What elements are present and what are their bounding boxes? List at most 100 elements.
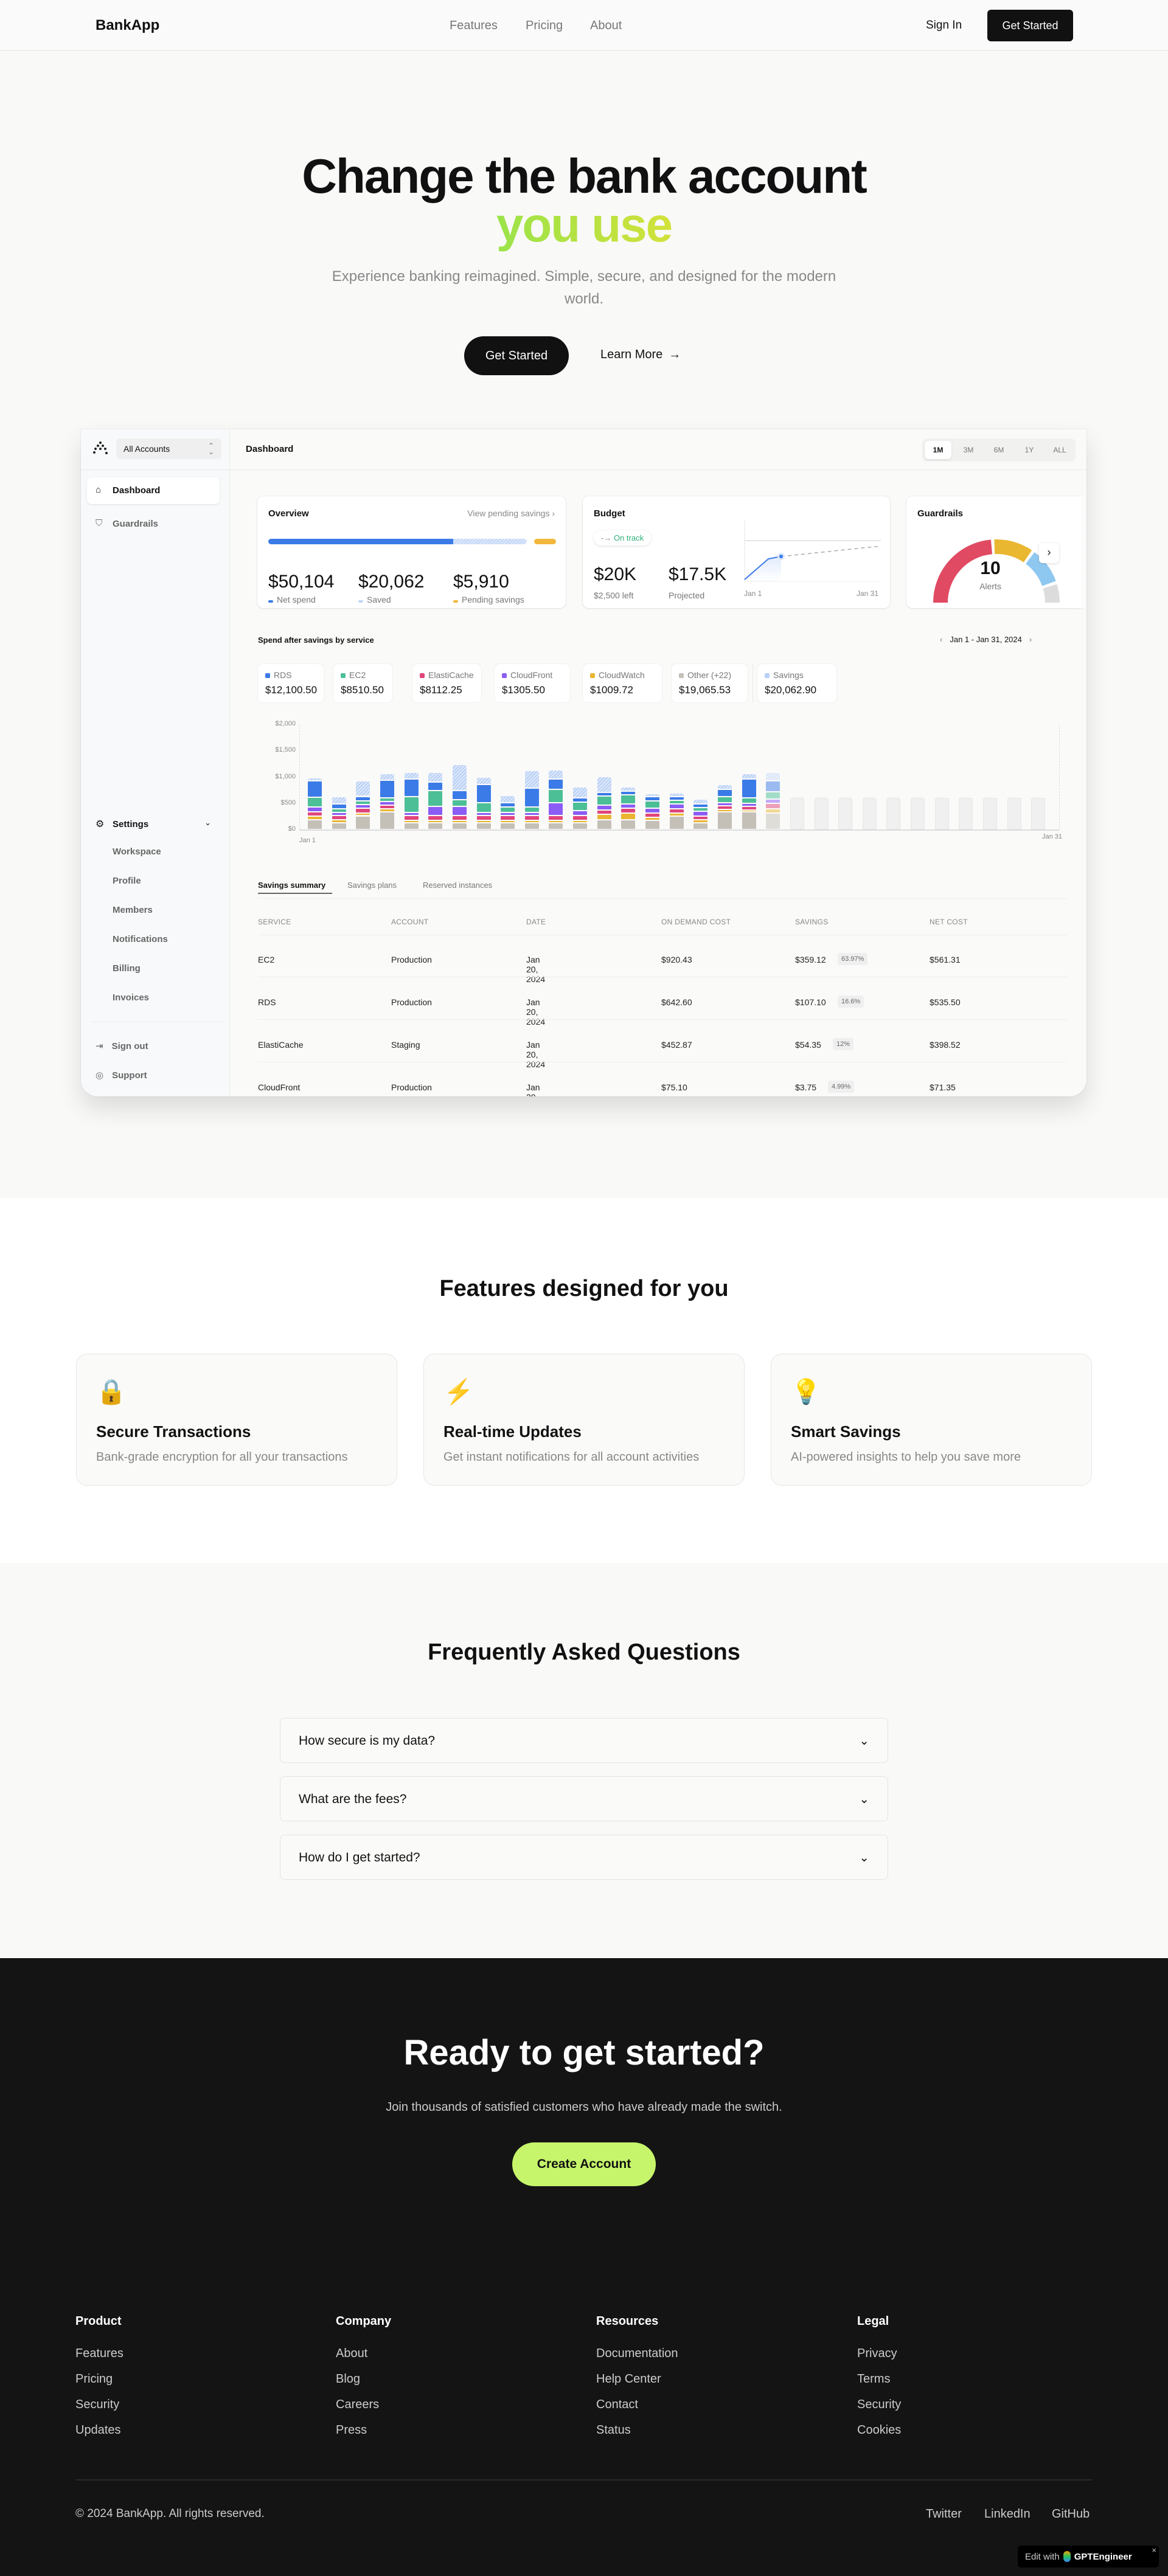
bar-segment-savings bbox=[742, 774, 756, 778]
footer-link[interactable]: Features bbox=[75, 2347, 123, 2360]
range-tab-3m[interactable]: 3M bbox=[963, 446, 974, 454]
legend-item[interactable]: RDS $12,100.50 bbox=[258, 664, 324, 702]
social-github[interactable]: GitHub bbox=[1052, 2507, 1090, 2521]
range-tab-1y[interactable]: 1Y bbox=[1024, 446, 1034, 454]
chevron-down-icon[interactable]: ⌄ bbox=[859, 1851, 869, 1864]
account-select[interactable]: All Accounts ⌃ ⌄ bbox=[116, 438, 221, 459]
bar-segment-rds bbox=[476, 784, 491, 802]
net-spend-value: $50,104 bbox=[268, 572, 335, 592]
bar-segment-rds bbox=[717, 790, 732, 797]
sidebar-item-sign-out[interactable]: ⇥ Sign out bbox=[96, 1040, 148, 1051]
footer-link[interactable]: Press bbox=[336, 2423, 367, 2437]
legend-label: Other (+22) bbox=[687, 670, 731, 680]
bar-segment-savings bbox=[573, 788, 588, 797]
faq-title: Frequently Asked Questions bbox=[428, 1639, 740, 1665]
sidebar-item-guardrails[interactable]: ⛉ Guardrails bbox=[87, 512, 220, 536]
footer-link[interactable]: Status bbox=[596, 2423, 631, 2437]
bar-segment-cloudfront bbox=[645, 809, 660, 813]
tab-savings-plans[interactable]: Savings plans bbox=[347, 881, 397, 890]
bar-segment-cloudwatch bbox=[573, 820, 588, 823]
footer-link[interactable]: Contact bbox=[596, 2398, 638, 2411]
faq-question: What are the fees? bbox=[299, 1792, 407, 1806]
footer-link[interactable]: Cookies bbox=[857, 2423, 902, 2437]
gptengineer-badge[interactable]: Edit with GPTEngineer × bbox=[1018, 2546, 1159, 2567]
nav-link-pricing[interactable]: Pricing bbox=[526, 19, 563, 32]
bar-segment-other bbox=[380, 812, 394, 829]
faq-item[interactable]: How do I get started? ⌄ bbox=[280, 1835, 888, 1880]
empty-day-bar bbox=[983, 798, 998, 829]
bar-segment-elasticache bbox=[308, 812, 322, 816]
nav-get-started-button[interactable]: Get Started bbox=[987, 10, 1073, 41]
legend-item[interactable]: ElastiCache $8112.25 bbox=[412, 664, 481, 702]
hero-get-started-button[interactable]: Get Started bbox=[464, 336, 569, 375]
legend-item[interactable]: Savings $20,062.90 bbox=[757, 664, 836, 702]
table-cell: $107.10 bbox=[795, 997, 826, 1007]
sidebar-item-members[interactable]: Members bbox=[113, 905, 153, 915]
footer-link[interactable]: Security bbox=[75, 2398, 120, 2411]
table-cell: $535.50 bbox=[930, 997, 961, 1007]
carousel-next-button[interactable]: › bbox=[1039, 543, 1059, 563]
projected-line bbox=[780, 545, 881, 557]
sidebar-item-billing[interactable]: Billing bbox=[113, 963, 141, 974]
chevron-down-icon[interactable]: ⌄ bbox=[859, 1793, 869, 1806]
footer-link[interactable]: Privacy bbox=[857, 2347, 897, 2360]
bar-segment-elasticache bbox=[332, 815, 346, 820]
legend-item[interactable]: CloudFront $1305.50 bbox=[495, 664, 570, 702]
legend-item[interactable]: Other (+22) $19,065.53 bbox=[672, 664, 748, 702]
feature-card: 💡 Smart Savings AI-powered insights to hel… bbox=[771, 1354, 1092, 1486]
footer-link[interactable]: About bbox=[336, 2347, 368, 2360]
brand-logo[interactable]: BankApp bbox=[96, 17, 160, 33]
nav-link-about[interactable]: About bbox=[590, 19, 622, 32]
footer-link[interactable]: Pricing bbox=[75, 2372, 113, 2386]
chevron-down-icon[interactable]: ⌄ bbox=[859, 1734, 869, 1748]
legend-item[interactable]: CloudWatch $1009.72 bbox=[583, 664, 662, 702]
bar-segment-ec2 bbox=[332, 809, 346, 812]
saved-segment bbox=[453, 539, 527, 544]
sidebar-item-dashboard[interactable]: ⌂ Dashboard bbox=[87, 477, 220, 504]
create-account-button[interactable]: Create Account bbox=[512, 2142, 656, 2186]
faq-item[interactable]: What are the fees? ⌄ bbox=[280, 1776, 888, 1821]
faq-item[interactable]: How secure is my data? ⌄ bbox=[280, 1718, 888, 1763]
range-tab-6m[interactable]: 6M bbox=[993, 446, 1004, 454]
nav-link-features[interactable]: Features bbox=[450, 19, 498, 32]
learn-more-link[interactable]: Learn More → bbox=[600, 348, 681, 362]
footer-link[interactable]: Security bbox=[857, 2398, 902, 2411]
footer-link[interactable]: Help Center bbox=[596, 2372, 661, 2386]
social-linkedin[interactable]: LinkedIn bbox=[984, 2507, 1031, 2521]
chevron-left-icon[interactable]: ‹ bbox=[940, 635, 943, 644]
footer-link[interactable]: Updates bbox=[75, 2423, 121, 2437]
tab-reserved-instances[interactable]: Reserved instances bbox=[423, 881, 493, 890]
tab-savings-summary[interactable]: Savings summary bbox=[258, 881, 326, 890]
badge-brand: GPTEngineer bbox=[1074, 2551, 1132, 2562]
footer-link[interactable]: Documentation bbox=[596, 2347, 678, 2360]
footer-link[interactable]: Careers bbox=[336, 2398, 380, 2411]
bar-segment-cloudfront bbox=[308, 807, 322, 811]
sidebar-item-settings[interactable]: ⚙ Settings ⌄ bbox=[87, 815, 220, 833]
legend-item[interactable]: EC2 $8510.50 bbox=[333, 664, 392, 702]
sidebar-item-workspace[interactable]: Workspace bbox=[113, 847, 161, 857]
faq-question: How do I get started? bbox=[299, 1851, 420, 1864]
sidebar-item-support[interactable]: ◎ Support bbox=[96, 1070, 147, 1081]
view-pending-savings-link[interactable]: View pending savings › bbox=[467, 508, 555, 518]
range-tab-all[interactable]: ALL bbox=[1053, 446, 1066, 454]
chevron-right-icon: › bbox=[552, 508, 555, 518]
bar-segment-rds bbox=[597, 793, 611, 796]
bar-segment-cloudwatch bbox=[452, 820, 467, 823]
sidebar-item-notifications[interactable]: Notifications bbox=[113, 934, 168, 944]
bar-segment-rds bbox=[524, 788, 539, 806]
bar-segment-other bbox=[404, 823, 419, 829]
sidebar-item-invoices[interactable]: Invoices bbox=[113, 992, 150, 1003]
sign-in-link[interactable]: Sign In bbox=[926, 19, 962, 32]
footer-link[interactable]: Terms bbox=[857, 2372, 891, 2386]
footer-link[interactable]: Blog bbox=[336, 2372, 361, 2386]
close-icon[interactable]: × bbox=[1152, 2546, 1156, 2555]
range-tab-1m[interactable]: 1M bbox=[925, 441, 951, 459]
bar-segment-cloudwatch bbox=[308, 817, 322, 819]
social-twitter[interactable]: Twitter bbox=[926, 2507, 962, 2521]
bar-segment-elasticache bbox=[669, 809, 684, 812]
bar-segment-elasticache bbox=[404, 816, 419, 820]
chevron-right-icon[interactable]: › bbox=[1029, 635, 1032, 644]
sidebar-item-profile[interactable]: Profile bbox=[113, 876, 141, 886]
bar-segment-ec2 bbox=[693, 808, 708, 811]
bar-segment-cloudfront bbox=[404, 813, 419, 815]
